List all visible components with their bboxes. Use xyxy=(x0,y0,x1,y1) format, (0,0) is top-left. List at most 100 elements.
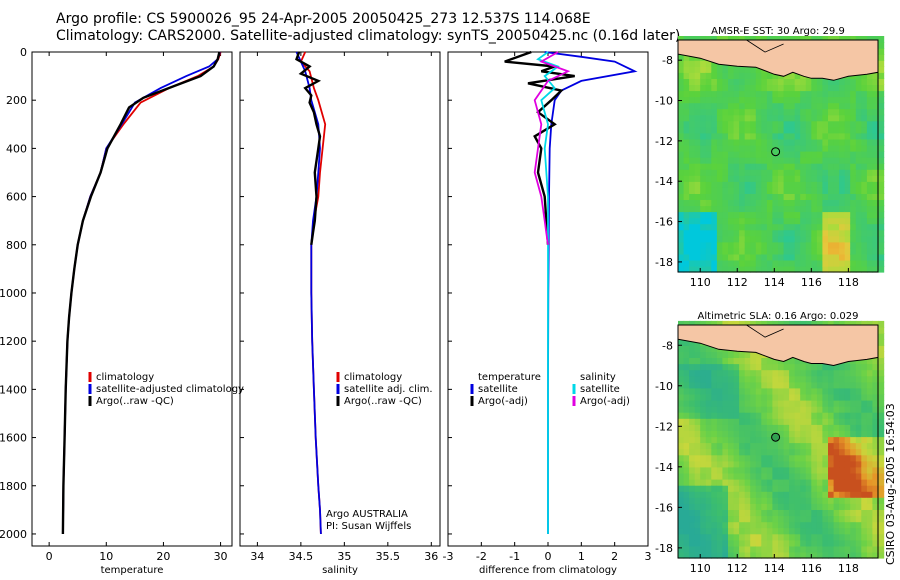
map-cell xyxy=(872,193,879,200)
map-cell xyxy=(705,454,712,462)
map-cell xyxy=(828,114,835,122)
map-cell xyxy=(872,442,879,450)
map-cell xyxy=(683,157,690,164)
map-cell xyxy=(716,442,724,450)
map-cell xyxy=(878,199,885,207)
map-cell xyxy=(783,491,790,498)
map-cell xyxy=(866,229,874,237)
map-cell xyxy=(833,169,840,176)
map-cell xyxy=(739,138,746,146)
map-cell xyxy=(766,363,774,371)
map-cell xyxy=(816,466,824,474)
map-cell xyxy=(728,199,735,207)
map-cell xyxy=(716,217,724,225)
map-cell xyxy=(678,126,685,134)
map-cell xyxy=(828,460,835,468)
map-cell xyxy=(766,491,774,498)
map-cell xyxy=(816,412,824,419)
map-cell xyxy=(811,479,818,486)
map-cell xyxy=(683,120,690,128)
map-cell xyxy=(850,393,857,401)
map-cell xyxy=(683,545,690,553)
map-cell xyxy=(739,217,746,225)
map-cell xyxy=(694,132,701,140)
map-cell xyxy=(694,479,701,486)
map-cell xyxy=(722,36,729,43)
map-cell xyxy=(822,424,829,431)
map-cell xyxy=(783,223,790,231)
map-cell xyxy=(789,533,796,541)
map-cell xyxy=(728,102,735,110)
map-cell xyxy=(828,479,835,486)
map-cell xyxy=(711,120,718,128)
map-cell xyxy=(855,418,862,425)
map-cell xyxy=(833,375,840,383)
map-cell xyxy=(700,217,707,225)
map-cell xyxy=(728,175,735,182)
map-cell xyxy=(800,163,807,170)
map-cell xyxy=(872,454,879,462)
map-cell xyxy=(828,320,835,328)
map-cell xyxy=(766,90,774,98)
map-cell xyxy=(816,132,824,140)
map-cell xyxy=(833,253,840,261)
map-cell xyxy=(700,193,707,200)
map-cell xyxy=(700,436,707,444)
map-cell xyxy=(705,151,712,158)
map-cell xyxy=(689,138,696,146)
map-cell xyxy=(733,265,740,273)
map-cell xyxy=(766,418,774,425)
map-cell xyxy=(816,387,824,395)
map-cell xyxy=(711,259,718,267)
map-cell xyxy=(744,521,751,529)
series-line-salinity-satellite xyxy=(536,51,560,534)
map-cell xyxy=(705,472,712,480)
map-cell xyxy=(816,36,824,43)
map-cell xyxy=(678,412,685,419)
map-cell xyxy=(805,430,812,438)
map-cell xyxy=(878,223,885,231)
map-cell xyxy=(750,126,757,134)
map-cell xyxy=(766,545,774,553)
map-cell xyxy=(678,393,685,401)
map-cell xyxy=(755,418,762,425)
map-cell xyxy=(866,114,874,122)
map-cell xyxy=(700,108,707,116)
map-cell xyxy=(728,424,735,431)
map-cell xyxy=(739,175,746,182)
map-cell xyxy=(850,36,857,43)
map-cell xyxy=(805,253,812,261)
map-cell xyxy=(789,187,796,194)
map-cell xyxy=(755,169,762,176)
map-cell xyxy=(816,126,824,134)
map-cell xyxy=(839,320,846,328)
map-cell xyxy=(700,442,707,450)
map-cell xyxy=(711,253,718,261)
map-cell xyxy=(744,96,751,104)
map-cell xyxy=(722,533,729,541)
map-cell xyxy=(800,551,807,559)
map-cell xyxy=(772,472,779,480)
map-cell xyxy=(828,551,835,559)
map-cell xyxy=(839,545,846,553)
map-cell xyxy=(728,247,735,255)
map-cell xyxy=(733,138,740,146)
map-cell xyxy=(755,151,762,158)
map-frame-4 xyxy=(677,324,879,559)
map-cell xyxy=(766,205,774,213)
map-cell xyxy=(755,223,762,231)
map-cell xyxy=(700,90,707,98)
map-cell xyxy=(833,175,840,182)
map-cell xyxy=(728,320,735,328)
map-cell xyxy=(844,387,851,395)
map-cell xyxy=(878,357,885,365)
map-cell xyxy=(689,96,696,104)
map-cell xyxy=(861,406,868,413)
map-cell xyxy=(866,175,874,182)
map-cell xyxy=(878,509,885,517)
map-cell xyxy=(678,357,685,365)
map-cell xyxy=(866,235,874,243)
map-cell xyxy=(833,144,840,152)
map-cell xyxy=(828,132,835,140)
map-cell xyxy=(800,485,807,492)
